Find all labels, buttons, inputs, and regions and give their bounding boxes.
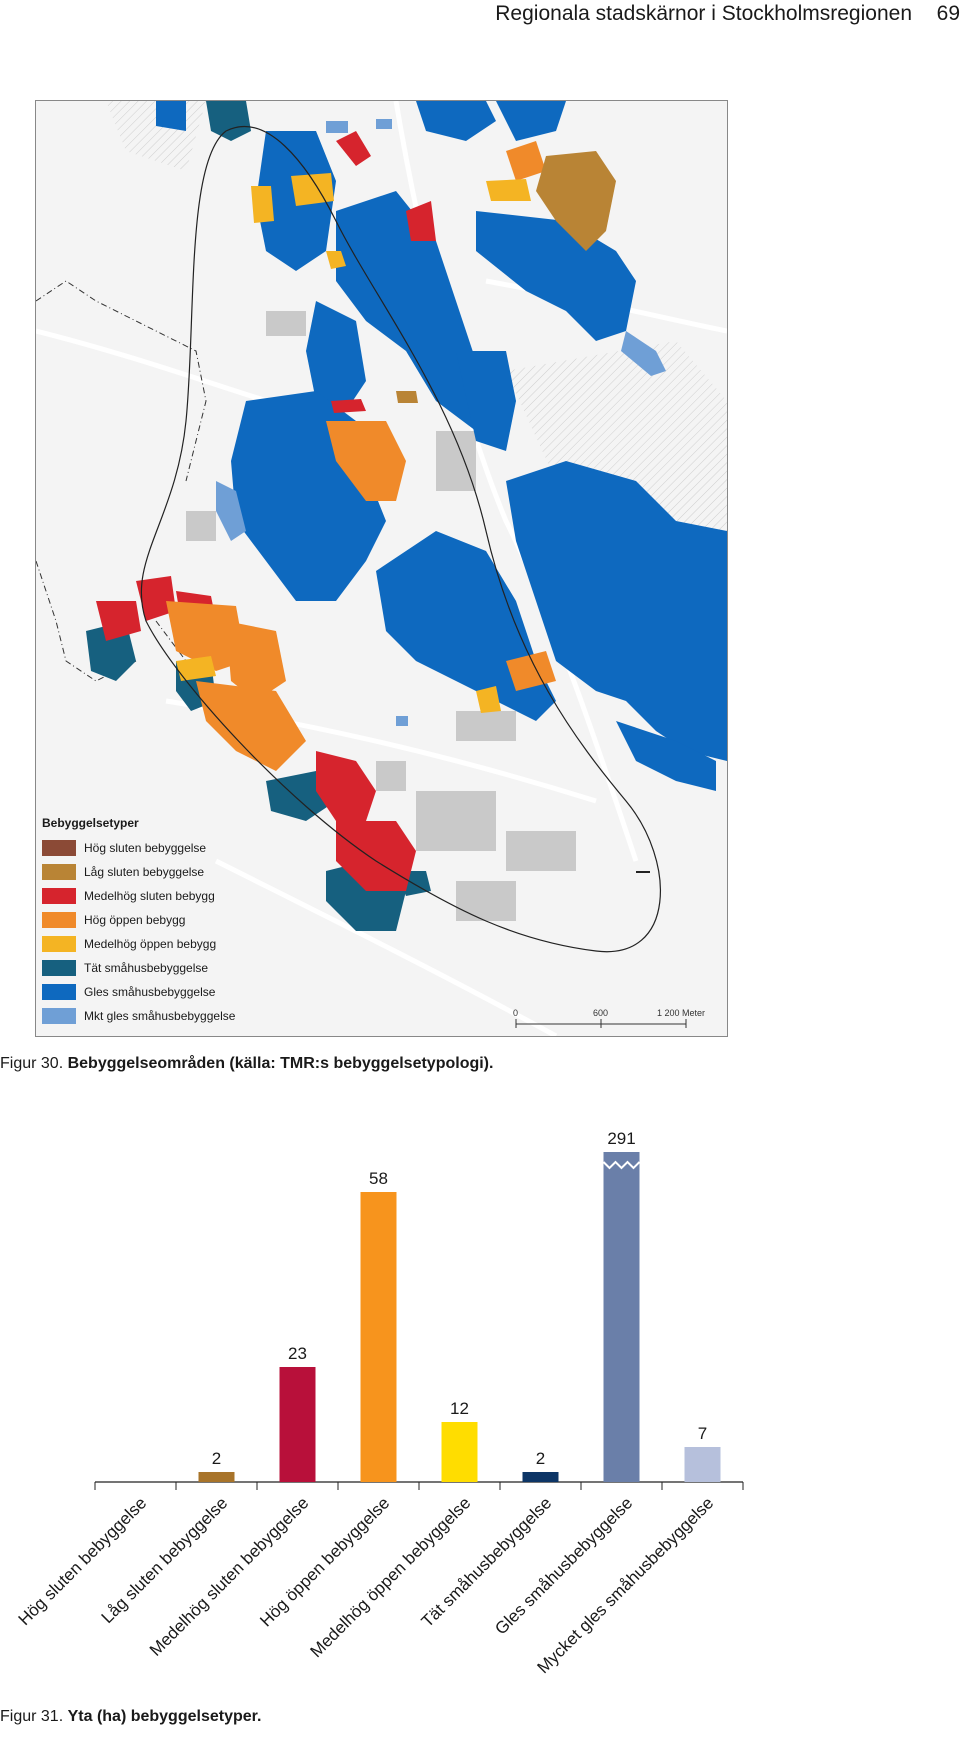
legend-item: Medelhög sluten bebygg (42, 884, 342, 908)
figure-31-caption: Figur 31. Yta (ha) bebyggelsetyper. (0, 1708, 261, 1726)
legend-item: Hög sluten bebyggelse (42, 836, 342, 860)
legend-label: Tät småhusbebyggelse (84, 961, 209, 975)
legend-swatch (42, 888, 76, 904)
legend-label: Medelhög öppen bebygg (84, 937, 217, 951)
category-label: Gles småhusbebyggelse (491, 1493, 636, 1638)
figure-31-text: Yta (ha) bebyggelsetyper. (67, 1708, 262, 1725)
legend-label: Hög sluten bebyggelse (84, 841, 207, 855)
legend-swatch (42, 984, 76, 1000)
scale-zero: 0 (513, 1008, 518, 1018)
legend-item: Medelhög öppen bebygg (42, 932, 342, 956)
header-title: Regionala stadskärnor i Stockholmsregion… (495, 2, 912, 25)
legend-label: Gles småhusbebyggelse (84, 985, 216, 999)
legend-swatch (42, 936, 76, 952)
category-label: Medelhög öppen bebyggelse (307, 1493, 475, 1661)
bar (603, 1152, 640, 1482)
data-label: 12 (450, 1399, 469, 1418)
legend-label: Mkt gles småhusbebyggelse (84, 1009, 236, 1023)
bar (522, 1472, 559, 1482)
category-label: Mycket gles småhusbebyggelse (534, 1493, 718, 1677)
map-legend: Bebyggelsetyper Hög sluten bebyggelse Låg… (42, 816, 342, 1028)
scale-bar: 0 600 1 200 Meter (511, 1006, 721, 1032)
data-label: 2 (536, 1449, 545, 1468)
legend-item: Mkt gles småhusbebyggelse (42, 1004, 342, 1028)
figure-30-caption: Figur 30. Bebyggelseområden (källa: TMR:… (0, 1055, 493, 1073)
legend-label: Låg sluten bebyggelse (84, 865, 205, 879)
data-label: 23 (288, 1344, 307, 1363)
legend-item: Låg sluten bebyggelse (42, 860, 342, 884)
figure-30-prefix: Figur 30. (0, 1055, 64, 1072)
data-label: 7 (698, 1424, 707, 1443)
figure-30-text: Bebyggelseområden (källa: TMR:s bebyggel… (67, 1055, 494, 1072)
bar (279, 1367, 316, 1482)
bar (198, 1472, 235, 1482)
page-number: 69 (936, 2, 960, 25)
axis-break-mark (602, 1160, 641, 1170)
settlement-map: Bebyggelsetyper Hög sluten bebyggelse Låg… (35, 100, 728, 1037)
legend-title: Bebyggelsetyper (42, 816, 139, 830)
legend-swatch (42, 840, 76, 856)
legend-item: Hög öppen bebygg (42, 908, 342, 932)
legend-label: Medelhög sluten bebygg (84, 889, 215, 903)
scale-mid: 600 (593, 1008, 608, 1018)
legend-item: Gles småhusbebyggelse (42, 980, 342, 1004)
figure-31-prefix: Figur 31. (0, 1708, 64, 1725)
category-label: Hög sluten bebyggelse (15, 1493, 151, 1629)
legend-swatch (42, 912, 76, 928)
scale-end: 1 200 Meter (657, 1008, 705, 1018)
bar (441, 1422, 478, 1482)
data-label: 58 (369, 1169, 388, 1188)
legend-label: Hög öppen bebygg (84, 913, 186, 927)
data-label: 291 (607, 1129, 635, 1148)
legend-swatch (42, 864, 76, 880)
data-label: 2 (212, 1449, 221, 1468)
legend-swatch (42, 1008, 76, 1024)
category-label: Tät småhusbebyggelse (418, 1493, 556, 1631)
map-graphic (36, 101, 727, 1036)
bar (684, 1447, 721, 1482)
legend-item: Tät småhusbebyggelse (42, 956, 342, 980)
legend-swatch (42, 960, 76, 976)
category-label: Hög öppen bebyggelse (256, 1493, 393, 1630)
page-header: Regionala stadskärnor i Stockholmsregion… (0, 0, 960, 30)
category-label: Medelhög sluten bebyggelse (146, 1493, 312, 1659)
bar (360, 1192, 397, 1482)
